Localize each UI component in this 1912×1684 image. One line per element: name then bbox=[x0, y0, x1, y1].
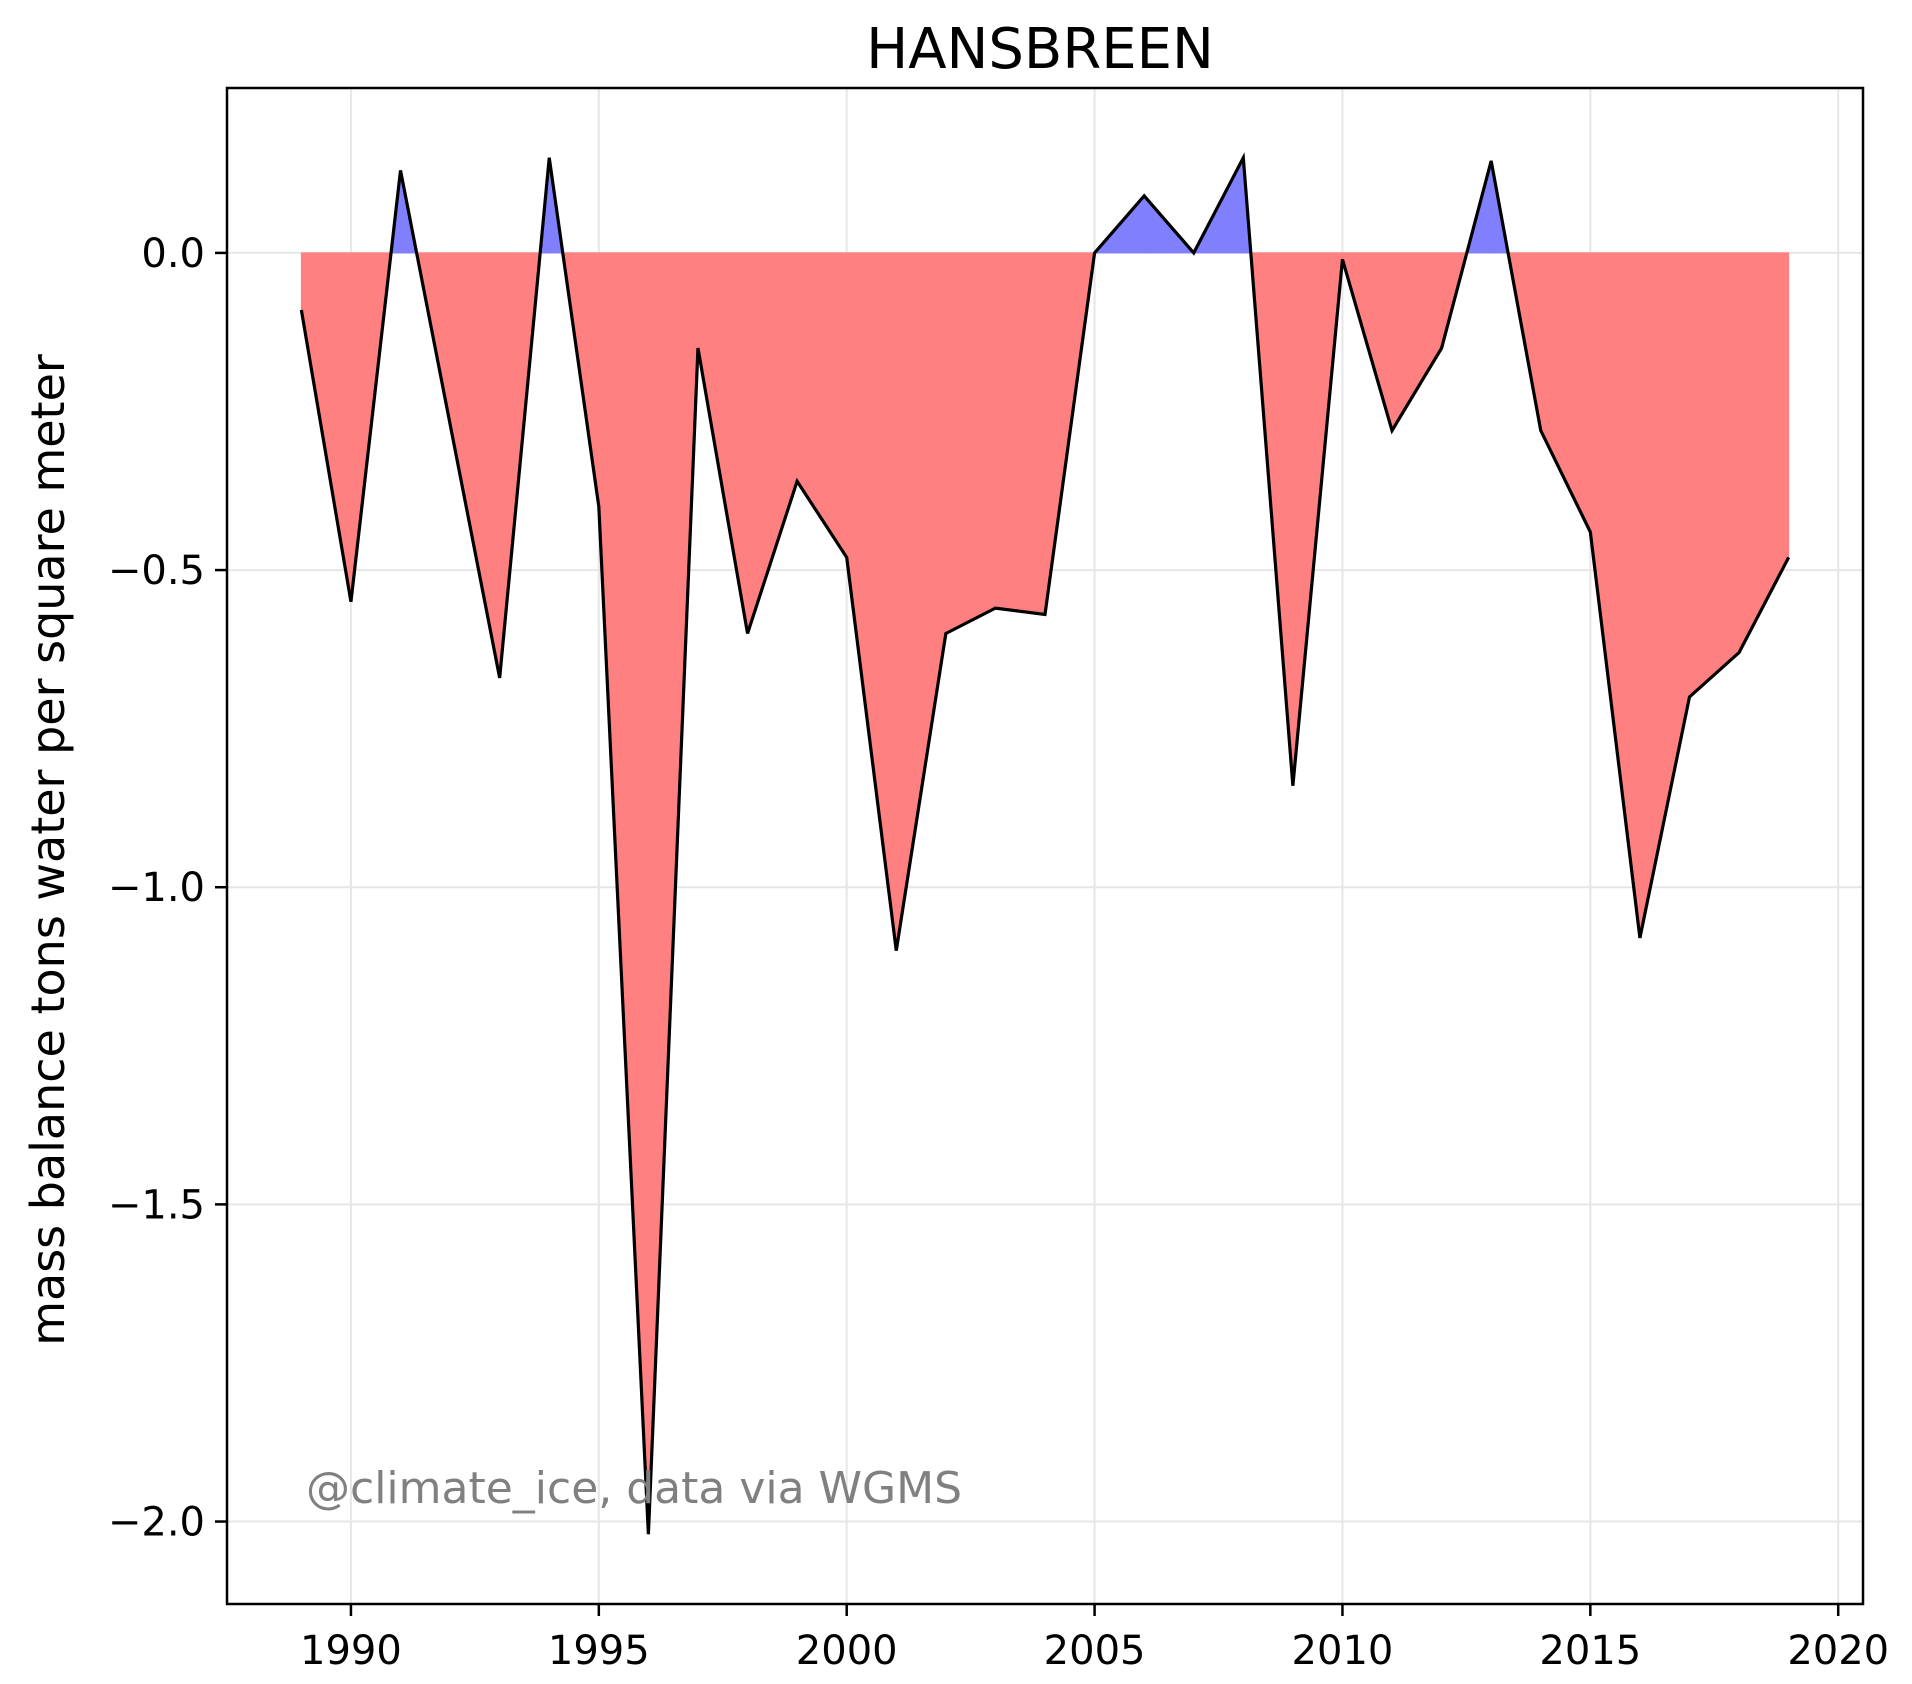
y-tick-label: −1.5 bbox=[108, 1182, 205, 1228]
x-tick-label: 2000 bbox=[796, 1628, 898, 1674]
y-tick-label: −2.0 bbox=[108, 1500, 205, 1546]
x-tick-label: 2020 bbox=[1787, 1628, 1889, 1674]
filled-areas bbox=[300, 157, 1790, 1535]
y-tick-label: −1.0 bbox=[108, 865, 205, 911]
negative-area bbox=[598, 252, 649, 1535]
negative-area bbox=[1639, 252, 1690, 939]
negative-area bbox=[1688, 252, 1740, 699]
x-tick-label: 2010 bbox=[1292, 1628, 1394, 1674]
y-tick-label: 0.0 bbox=[141, 231, 205, 277]
negative-area bbox=[895, 252, 947, 951]
x-tick-label: 1995 bbox=[548, 1628, 650, 1674]
y-axis-label: mass balance tons water per square meter bbox=[21, 354, 75, 1346]
negative-area bbox=[747, 252, 798, 634]
watermark-annotation: @climate_ice, data via WGMS bbox=[306, 1463, 962, 1514]
chart-title: HANSBREEN bbox=[866, 17, 1214, 82]
x-tick-label: 2005 bbox=[1044, 1628, 1146, 1674]
negative-area bbox=[846, 252, 897, 951]
y-tick-label: −0.5 bbox=[108, 548, 205, 594]
y-axis-ticks: 0.0 −0.5 −1.0 −1.5 −2.0 bbox=[108, 231, 227, 1546]
negative-area bbox=[1391, 252, 1443, 433]
plot-frame bbox=[225, 86, 1865, 1606]
negative-area bbox=[1540, 252, 1591, 533]
negative-area bbox=[796, 252, 848, 560]
negative-area bbox=[697, 252, 749, 634]
negative-area bbox=[945, 252, 996, 635]
negative-area bbox=[994, 252, 1046, 616]
series-line-group bbox=[299, 152, 1791, 1535]
x-tick-label: 2015 bbox=[1539, 1628, 1641, 1674]
x-tick-label: 1990 bbox=[300, 1628, 402, 1674]
x-axis-ticks: 1990 1995 2000 2005 2010 2015 2020 bbox=[300, 1604, 1889, 1674]
negative-area bbox=[1738, 252, 1790, 653]
